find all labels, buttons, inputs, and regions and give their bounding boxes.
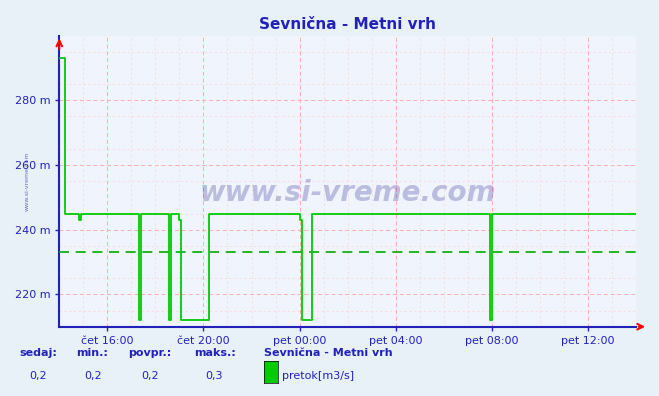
Text: min.:: min.:: [76, 348, 107, 358]
Text: 0,2: 0,2: [30, 371, 47, 381]
Text: sedaj:: sedaj:: [20, 348, 57, 358]
Text: povpr.:: povpr.:: [129, 348, 172, 358]
Text: www.si-vreme.com: www.si-vreme.com: [25, 151, 30, 211]
Text: Sevnična - Metni vrh: Sevnična - Metni vrh: [264, 348, 392, 358]
Text: 0,2: 0,2: [84, 371, 102, 381]
Text: www.si-vreme.com: www.si-vreme.com: [200, 179, 496, 207]
Text: maks.:: maks.:: [194, 348, 236, 358]
Text: 0,2: 0,2: [142, 371, 159, 381]
Text: 0,3: 0,3: [206, 371, 223, 381]
Text: pretok[m3/s]: pretok[m3/s]: [282, 371, 354, 381]
Title: Sevnična - Metni vrh: Sevnična - Metni vrh: [259, 17, 436, 32]
